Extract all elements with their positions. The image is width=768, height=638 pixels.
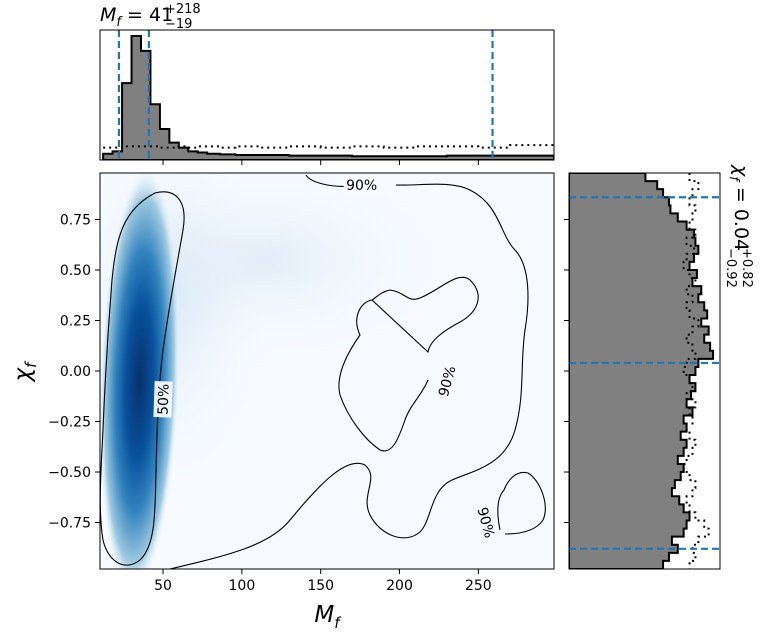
mf-title-minus: −19 (165, 17, 192, 32)
chif-posterior-histogram (569, 173, 715, 569)
chif-title-plus: +0.82 (739, 248, 754, 288)
y-tick-label: −0.25 (48, 415, 91, 431)
y-tick-label: 0.50 (60, 263, 91, 279)
mf-prior-histogram (103, 144, 554, 149)
x-tick-label: 150 (307, 578, 334, 594)
y-axis-label: χf (10, 360, 40, 384)
mf-histogram-frame (99, 29, 555, 161)
contour-90-small (497, 471, 546, 535)
contour-label: 90% (346, 178, 377, 194)
mf-histogram-panel: Mf = 41 +218 −19 (99, 2, 555, 165)
contour-label: 90% (436, 364, 460, 398)
chif-title: χf = 0.04 (726, 164, 752, 251)
mf-title: Mf = 41 (100, 4, 173, 30)
x-axis-label: Mf (314, 602, 342, 632)
chif-prior-histogram (682, 173, 710, 569)
chif-title-minus: −0.92 (723, 248, 738, 288)
contour-label: 50% (156, 383, 173, 415)
contour-50 (100, 191, 185, 566)
y-tick-label: −0.75 (48, 516, 91, 532)
x-tick-label: 250 (465, 578, 492, 594)
contour-90-island (338, 276, 479, 452)
x-tick-label: 100 (229, 578, 256, 594)
chif-histogram-panel: χf = 0.04 +0.82 −0.92 (564, 164, 754, 570)
mf-posterior-histogram (102, 35, 554, 160)
x-tick-label: 200 (386, 578, 413, 594)
x-tick-label: 50 (154, 578, 172, 594)
y-tick-label: 0.00 (60, 364, 91, 380)
contour-label: 90% (473, 506, 497, 540)
mf-title-plus: +218 (165, 2, 201, 17)
y-tick-label: −0.50 (48, 465, 91, 481)
joint-posterior-panel: 50% 90% 90% 90% 50 100 150 200 250 −0.75 −0.50 −0.… (10, 172, 555, 632)
y-tick-label: 0.25 (60, 313, 91, 329)
y-tick-label: 0.75 (60, 212, 91, 228)
density-core (100, 173, 181, 569)
